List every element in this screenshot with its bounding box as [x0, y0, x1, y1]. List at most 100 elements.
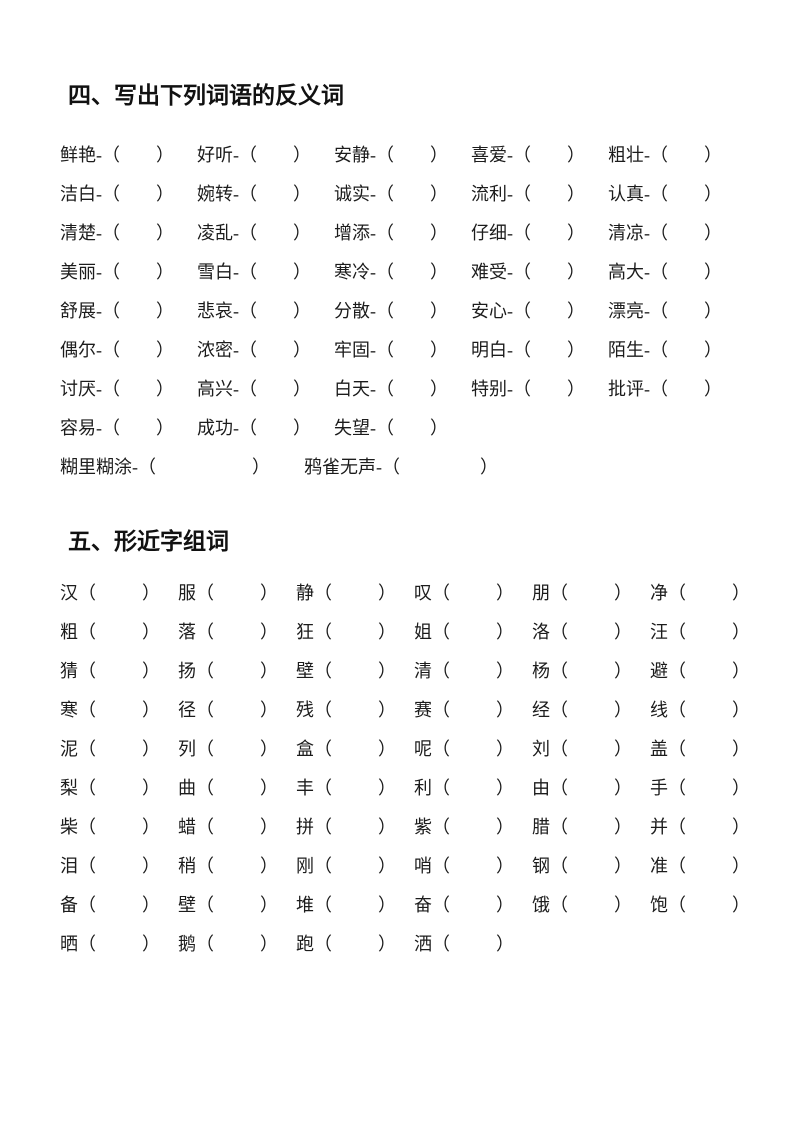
- dash: -: [96, 418, 102, 438]
- answer-blank: [332, 949, 378, 950]
- close-paren: ）: [293, 223, 311, 243]
- open-paren: （: [376, 184, 394, 204]
- prompt-word: 堆: [296, 895, 314, 915]
- prompt-word: 呢: [414, 739, 432, 759]
- open-paren: （: [239, 145, 257, 165]
- character-item: 杨（ ）: [532, 652, 650, 691]
- answer-blank: [531, 160, 567, 161]
- close-paren: ）: [293, 301, 311, 321]
- answer-blank: [257, 238, 293, 239]
- answer-blank: [332, 910, 378, 911]
- open-paren: （: [432, 583, 450, 603]
- dash: -: [507, 262, 513, 282]
- close-paren: ）: [496, 895, 514, 915]
- answer-blank: [120, 199, 156, 200]
- dash: -: [233, 379, 239, 399]
- close-paren: ）: [496, 700, 514, 720]
- close-paren: ）: [496, 622, 514, 642]
- close-paren: ）: [378, 739, 396, 759]
- prompt-word: 清: [414, 661, 432, 681]
- answer-blank: [531, 277, 567, 278]
- close-paren: ）: [293, 418, 311, 438]
- character-item: 赛（ ）: [414, 691, 532, 730]
- open-paren: （: [239, 418, 257, 438]
- dash: -: [96, 184, 102, 204]
- open-paren: （: [668, 856, 686, 876]
- prompt-word: 美丽: [60, 262, 96, 282]
- open-paren: （: [102, 418, 120, 438]
- answer-blank: [450, 715, 496, 716]
- prompt-word: 粗: [60, 622, 78, 642]
- antonym-item: 高大-（ ）: [608, 253, 745, 292]
- close-paren: ）: [614, 739, 632, 759]
- antonym-item: 安心-（ ）: [471, 292, 608, 331]
- prompt-word: 特别: [471, 379, 507, 399]
- answer-blank: [214, 832, 260, 833]
- answer-blank: [450, 910, 496, 911]
- answer-blank: [156, 472, 252, 473]
- antonym-row: 容易-（）成功-（）失望-（）: [60, 409, 773, 448]
- prompt-word: 列: [178, 739, 196, 759]
- answer-blank: [332, 676, 378, 677]
- dash: -: [233, 223, 239, 243]
- open-paren: （: [550, 778, 568, 798]
- prompt-word: 刘: [532, 739, 550, 759]
- close-paren: ）: [614, 583, 632, 603]
- open-paren: （: [314, 817, 332, 837]
- close-paren: ）: [704, 379, 722, 399]
- antonym-item: 清凉-（ ）: [608, 214, 745, 253]
- answer-blank: [332, 637, 378, 638]
- open-paren: （: [513, 379, 531, 399]
- antonym-item: 失望-（ ）: [334, 409, 471, 448]
- open-paren: （: [513, 262, 531, 282]
- dash: -: [233, 340, 239, 360]
- character-item: 饱（ ）: [650, 886, 768, 925]
- close-paren: ）: [430, 184, 448, 204]
- close-paren: ）: [142, 895, 160, 915]
- antonym-row: 舒展-（）悲哀-（）分散-（）安心-（）漂亮-（）: [60, 292, 773, 331]
- close-paren: ）: [293, 379, 311, 399]
- open-paren: （: [432, 934, 450, 954]
- prompt-word: 哨: [414, 856, 432, 876]
- character-item: 并（ ）: [650, 808, 768, 847]
- prompt-word: 准: [650, 856, 668, 876]
- open-paren: （: [650, 340, 668, 360]
- dash: -: [644, 340, 650, 360]
- close-paren: ）: [378, 700, 396, 720]
- prompt-word: 好听: [197, 145, 233, 165]
- section5-character-list: 汉（）服（）静（）叹（）朋（）净（）粗（）落（）狂（）姐（）洛（）汪（）猜（）扬…: [60, 574, 773, 964]
- dash: -: [370, 340, 376, 360]
- antonym-item: 陌生-（ ）: [608, 331, 745, 370]
- open-paren: （: [668, 700, 686, 720]
- close-paren: ）: [496, 778, 514, 798]
- character-item: 落（ ）: [178, 613, 296, 652]
- prompt-word: 叹: [414, 583, 432, 603]
- close-paren: ）: [260, 622, 278, 642]
- open-paren: （: [668, 778, 686, 798]
- dash: -: [233, 145, 239, 165]
- character-item: 壁（ ）: [296, 652, 414, 691]
- answer-blank: [531, 238, 567, 239]
- dash: -: [376, 457, 382, 477]
- open-paren: （: [376, 340, 394, 360]
- open-paren: （: [239, 223, 257, 243]
- dash: -: [96, 301, 102, 321]
- dash: -: [370, 223, 376, 243]
- character-item: 粗（ ）: [60, 613, 178, 652]
- character-item: 汉（ ）: [60, 574, 178, 613]
- open-paren: （: [314, 739, 332, 759]
- answer-blank: [450, 871, 496, 872]
- antonym-item: 寒冷-（ ）: [334, 253, 471, 292]
- close-paren: ）: [732, 622, 750, 642]
- close-paren: ）: [430, 379, 448, 399]
- open-paren: （: [432, 895, 450, 915]
- open-paren: （: [78, 739, 96, 759]
- prompt-word: 高大: [608, 262, 644, 282]
- close-paren: ）: [252, 457, 270, 477]
- antonym-item: 成功-（ ）: [197, 409, 334, 448]
- open-paren: （: [196, 583, 214, 603]
- prompt-word: 汉: [60, 583, 78, 603]
- character-item: 朋（ ）: [532, 574, 650, 613]
- dash: -: [96, 379, 102, 399]
